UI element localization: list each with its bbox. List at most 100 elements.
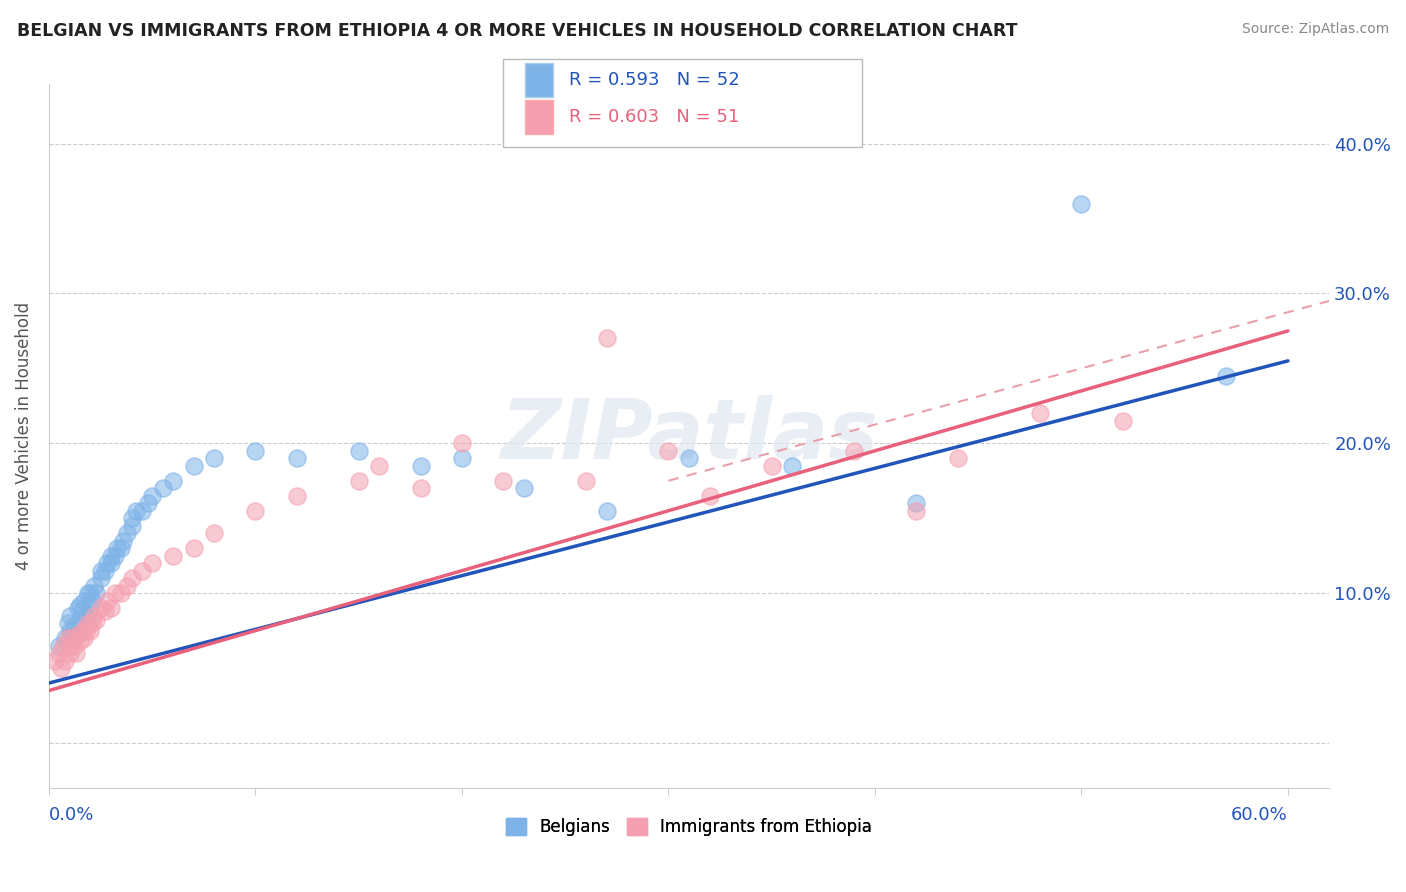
Point [44,654,66,668]
Point [73,631,96,645]
Point [96,556,118,570]
Point [409,458,432,473]
Point [52,639,75,653]
Point [946,451,969,466]
Point [59,639,82,653]
Point [162,474,184,488]
Point [62,639,84,653]
Point [69,634,91,648]
Point [90,564,112,578]
Text: R = 0.603   N = 51: R = 0.603 N = 51 [569,108,740,126]
Point [761,458,783,473]
Point [245,443,267,458]
Point [368,458,391,473]
Point [62,619,84,633]
Point [77,616,100,631]
Point [56,616,79,631]
Point [55,631,77,645]
Point [100,601,122,615]
Point [73,593,96,607]
Point [905,496,928,510]
Point [1029,406,1052,420]
Point [83,579,105,593]
Point [1215,368,1237,383]
Point [65,646,87,660]
Point [96,593,118,607]
Point [1070,196,1092,211]
Point [141,556,163,570]
Point [82,616,104,631]
Text: BELGIAN VS IMMIGRANTS FROM ETHIOPIA 4 OR MORE VEHICLES IN HOUSEHOLD CORRELATION : BELGIAN VS IMMIGRANTS FROM ETHIOPIA 4 OR… [17,22,1018,40]
Point [69,613,91,627]
Point [678,451,700,466]
Point [90,601,112,615]
Point [100,556,122,570]
Point [82,593,104,607]
Point [121,571,143,585]
Point [65,628,87,642]
Point [131,504,153,518]
Point [93,564,115,578]
Point [83,608,105,623]
Point [104,549,127,563]
Point [75,624,97,638]
Point [121,518,143,533]
Point [66,601,89,615]
Text: R = 0.593   N = 52: R = 0.593 N = 52 [569,70,740,88]
Point [782,458,804,473]
Point [121,511,143,525]
Point [131,564,153,578]
Point [125,504,148,518]
Point [699,489,721,503]
FancyBboxPatch shape [503,59,862,147]
Point [59,646,82,660]
Point [347,443,370,458]
Point [347,474,370,488]
Point [79,601,101,615]
Point [141,489,163,503]
Point [492,474,515,488]
Point [117,579,139,593]
Point [86,613,108,627]
Point [75,608,97,623]
Text: ZIPatlas: ZIPatlas [501,395,879,476]
Text: Source: ZipAtlas.com: Source: ZipAtlas.com [1241,22,1389,37]
Point [60,631,83,645]
Point [183,458,205,473]
Point [451,436,474,450]
Point [657,443,679,458]
Point [110,586,132,600]
Point [595,504,617,518]
Point [285,451,308,466]
Point [100,549,122,563]
Point [162,549,184,563]
Text: 0.0%: 0.0% [49,806,94,824]
Point [183,541,205,556]
FancyBboxPatch shape [526,62,554,96]
Point [409,481,432,495]
Point [79,624,101,638]
Point [285,489,308,503]
Y-axis label: 4 or more Vehicles in Household: 4 or more Vehicles in Household [15,301,32,570]
FancyBboxPatch shape [526,100,554,134]
Point [59,608,82,623]
Point [117,526,139,541]
Point [86,586,108,600]
Point [69,598,91,612]
Point [70,624,93,638]
Point [905,504,928,518]
Point [51,661,73,675]
Point [202,526,225,541]
Point [79,586,101,600]
Point [48,639,70,653]
Point [245,504,267,518]
Point [136,496,159,510]
Point [59,624,82,638]
Point [77,586,100,600]
Point [66,628,89,642]
Point [575,474,598,488]
Point [513,481,536,495]
Point [844,443,866,458]
Point [104,586,127,600]
Text: 60.0%: 60.0% [1232,806,1288,824]
